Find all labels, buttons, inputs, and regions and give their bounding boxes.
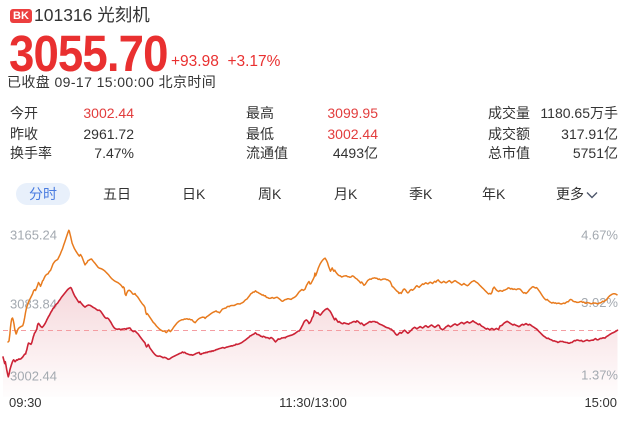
svg-text:3165.24: 3165.24 [10, 228, 57, 243]
svg-text:1.37%: 1.37% [581, 368, 618, 383]
svg-text:3083.84: 3083.84 [10, 297, 57, 312]
svg-text:3002.44: 3002.44 [10, 369, 57, 384]
svg-text:15:00: 15:00 [584, 395, 617, 410]
svg-text:11:30/13:00: 11:30/13:00 [279, 395, 347, 410]
svg-text:09:30: 09:30 [9, 395, 42, 410]
svg-text:4.67%: 4.67% [581, 228, 618, 243]
